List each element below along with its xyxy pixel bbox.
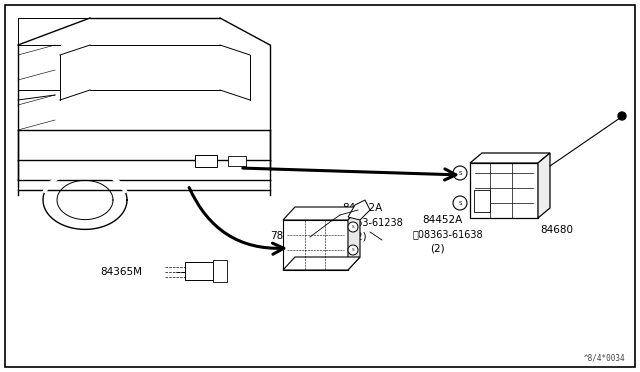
Polygon shape — [470, 153, 550, 163]
Text: S: S — [458, 201, 461, 205]
Polygon shape — [283, 257, 360, 270]
Circle shape — [453, 196, 467, 210]
Text: (2): (2) — [430, 243, 445, 253]
Text: Ⓢ08363-61238: Ⓢ08363-61238 — [333, 217, 404, 227]
Polygon shape — [283, 207, 360, 220]
Text: 84452A: 84452A — [422, 215, 462, 225]
Text: 84452A: 84452A — [342, 203, 382, 213]
Text: S: S — [352, 225, 355, 229]
Bar — [470, 163, 538, 218]
Text: Ⓢ08363-61638: Ⓢ08363-61638 — [413, 229, 484, 239]
Polygon shape — [348, 200, 370, 220]
Circle shape — [348, 222, 358, 232]
Polygon shape — [348, 207, 360, 270]
Text: 84365M: 84365M — [100, 267, 142, 277]
Text: S: S — [352, 248, 355, 252]
Text: 78510P: 78510P — [270, 231, 309, 241]
Bar — [228, 156, 246, 166]
Bar — [185, 262, 213, 280]
Circle shape — [618, 112, 626, 120]
Bar — [195, 155, 217, 167]
Bar — [283, 220, 348, 270]
Text: ^8/4*0034: ^8/4*0034 — [584, 353, 625, 362]
Text: 84680: 84680 — [540, 225, 573, 235]
Text: (2): (2) — [352, 231, 367, 241]
Text: S: S — [458, 170, 461, 176]
Circle shape — [348, 245, 358, 255]
Bar — [474, 190, 490, 212]
Bar — [213, 260, 227, 282]
Circle shape — [453, 166, 467, 180]
Polygon shape — [538, 153, 550, 218]
